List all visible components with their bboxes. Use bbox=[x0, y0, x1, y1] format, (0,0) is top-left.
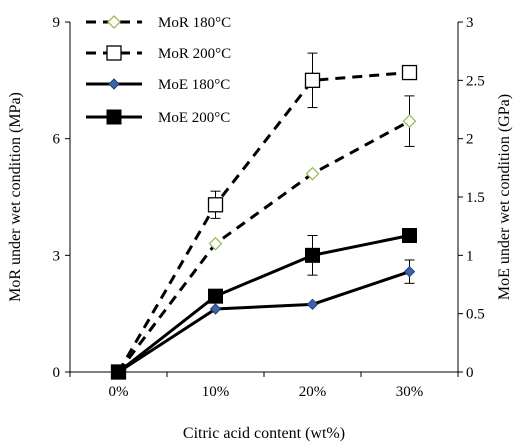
point-marker bbox=[401, 64, 418, 81]
point-marker bbox=[207, 197, 224, 213]
series-line bbox=[117, 71, 410, 373]
right-tick-label: 2.5 bbox=[466, 73, 485, 89]
legend: MoR 180°C MoR 200°C MoE 180°C MoE 200°C bbox=[86, 15, 231, 126]
left-tick-label: 6 bbox=[53, 132, 61, 148]
legend-label: MoE 180°C bbox=[158, 77, 230, 93]
series-line bbox=[117, 234, 410, 374]
right-axis-ticks: 0 0.5 1 1.5 2 2.5 3 bbox=[458, 15, 485, 381]
point-marker bbox=[111, 364, 126, 380]
series-moe-180-c bbox=[112, 259, 416, 378]
left-tick-label: 9 bbox=[53, 15, 61, 31]
point-marker bbox=[106, 45, 122, 61]
point-marker bbox=[305, 247, 320, 263]
series-moe-200-c bbox=[111, 228, 417, 380]
legend-item: MoE 200°C bbox=[86, 109, 230, 126]
series-mor-180-c bbox=[111, 95, 417, 379]
series-line bbox=[117, 270, 410, 374]
x-tick-label: 0% bbox=[109, 384, 129, 400]
point-marker bbox=[209, 303, 222, 315]
point-marker bbox=[402, 228, 417, 243]
legend-label: MoR 180°C bbox=[158, 15, 231, 31]
right-tick-label: 0.5 bbox=[466, 307, 485, 323]
point-marker bbox=[107, 15, 121, 29]
legend-label: MoR 200°C bbox=[158, 46, 231, 62]
series-mor-200-c bbox=[110, 52, 418, 380]
left-axis-title: MoR under wet condition (MPa) bbox=[7, 92, 24, 302]
legend-item: MoE 180°C bbox=[86, 77, 230, 93]
series-layer bbox=[110, 52, 418, 380]
right-tick-label: 1.5 bbox=[466, 190, 485, 206]
point-marker bbox=[106, 109, 122, 125]
right-tick-label: 3 bbox=[466, 15, 474, 31]
left-axis-ticks: 0 3 6 9 bbox=[53, 15, 70, 381]
x-tick-label: 20% bbox=[299, 384, 327, 400]
point-marker bbox=[306, 298, 319, 311]
right-tick-label: 0 bbox=[466, 365, 474, 381]
point-marker bbox=[403, 265, 416, 278]
x-axis-title: Citric acid content (wt%) bbox=[183, 425, 345, 442]
x-tick-label: 30% bbox=[396, 384, 424, 400]
point-marker bbox=[305, 166, 320, 181]
point-marker bbox=[304, 72, 321, 88]
point-marker bbox=[208, 236, 223, 251]
legend-item: MoR 180°C bbox=[86, 15, 231, 31]
right-tick-label: 2 bbox=[466, 132, 474, 148]
x-axis-ticks: 0% 10% 20% 30% bbox=[69, 372, 459, 400]
right-axis-title: MoE under wet condition (GPa) bbox=[496, 94, 513, 300]
legend-item: MoR 200°C bbox=[86, 45, 231, 62]
point-marker bbox=[108, 78, 120, 90]
legend-label: MoE 200°C bbox=[158, 110, 230, 126]
series-line bbox=[117, 119, 411, 373]
left-tick-label: 0 bbox=[53, 365, 61, 381]
x-tick-label: 10% bbox=[202, 384, 230, 400]
point-marker bbox=[208, 288, 223, 304]
point-marker bbox=[402, 114, 417, 129]
right-tick-label: 1 bbox=[466, 248, 474, 264]
left-tick-label: 3 bbox=[53, 248, 61, 264]
